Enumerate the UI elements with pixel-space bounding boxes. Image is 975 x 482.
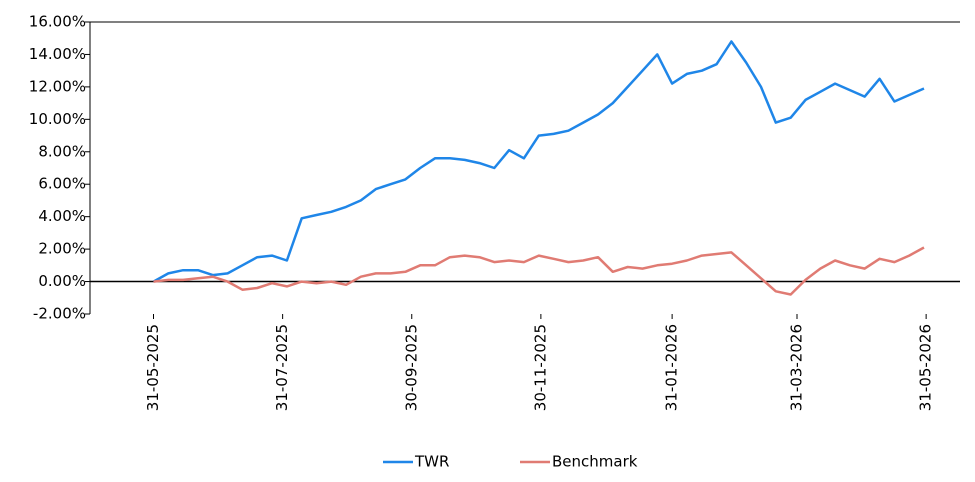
series-line <box>152 40 925 283</box>
x-tick-label: 31-01-2026 <box>663 324 681 411</box>
plot-frame <box>89 21 960 314</box>
y-tick-label: 6.00% <box>38 175 86 193</box>
y-tick-label: 10.00% <box>29 110 86 128</box>
y-tick-label: 16.00% <box>29 13 86 31</box>
x-tick-label: 30-09-2025 <box>402 324 420 411</box>
legend-label: TWR <box>414 453 449 471</box>
x-tick-label: 30-11-2025 <box>531 324 549 411</box>
y-tick-label: 14.00% <box>29 45 86 63</box>
y-tick-label: 4.00% <box>38 207 86 225</box>
y-tick-label: 2.00% <box>38 240 86 258</box>
y-tick-label: -2.00% <box>33 305 86 323</box>
y-tick-label: 12.00% <box>29 77 86 95</box>
legend-label: Benchmark <box>552 453 638 471</box>
x-tick-label: 31-07-2025 <box>273 324 291 411</box>
series-line <box>153 246 925 296</box>
y-tick-label: 8.00% <box>38 142 86 160</box>
x-tick-label: 31-03-2026 <box>788 324 806 411</box>
x-tick-label: 31-05-2025 <box>144 324 162 411</box>
y-tick-label: 0.00% <box>38 272 86 290</box>
x-tick-label: 31-05-2026 <box>917 324 935 411</box>
